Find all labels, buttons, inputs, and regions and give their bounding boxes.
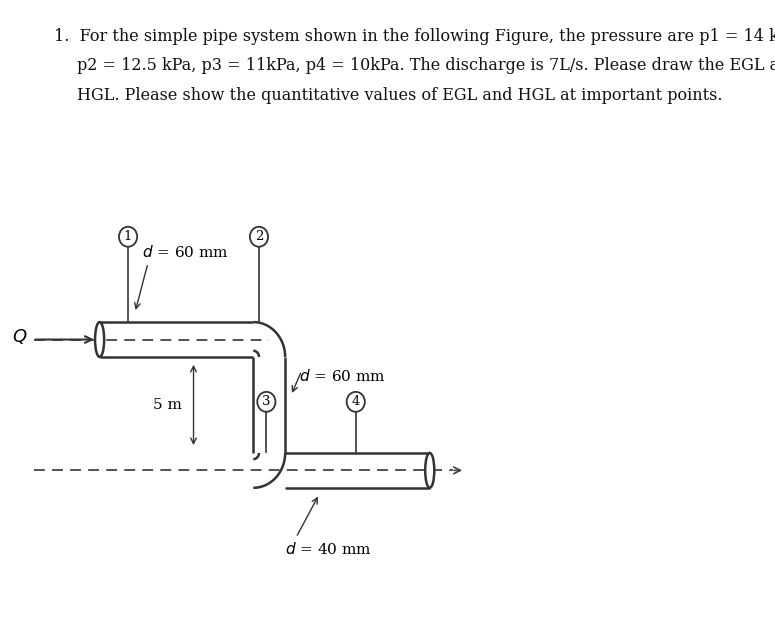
Text: p2 = 12.5 kPa, p3 = 11kPa, p4 = 10kPa. The discharge is 7L/s. Please draw the EG: p2 = 12.5 kPa, p3 = 11kPa, p4 = 10kPa. T…: [77, 57, 775, 74]
Circle shape: [257, 392, 275, 412]
Text: 2: 2: [255, 231, 264, 243]
Circle shape: [250, 227, 268, 247]
Text: 4: 4: [352, 396, 360, 408]
Text: $d$ = 60 mm: $d$ = 60 mm: [299, 368, 386, 384]
Text: $Q$: $Q$: [12, 327, 28, 346]
Text: 1.  For the simple pipe system shown in the following Figure, the pressure are p: 1. For the simple pipe system shown in t…: [54, 28, 775, 45]
Text: HGL. Please show the quantitative values of EGL and HGL at important points.: HGL. Please show the quantitative values…: [77, 87, 722, 103]
Text: 5 m: 5 m: [153, 398, 182, 412]
Text: $d$ = 40 mm: $d$ = 40 mm: [284, 541, 371, 557]
Text: 1: 1: [124, 231, 133, 243]
Text: $d$ = 60 mm: $d$ = 60 mm: [143, 244, 229, 260]
Ellipse shape: [95, 322, 104, 357]
Text: 3: 3: [262, 396, 270, 408]
Ellipse shape: [425, 453, 434, 488]
Circle shape: [119, 227, 137, 247]
Circle shape: [346, 392, 365, 412]
